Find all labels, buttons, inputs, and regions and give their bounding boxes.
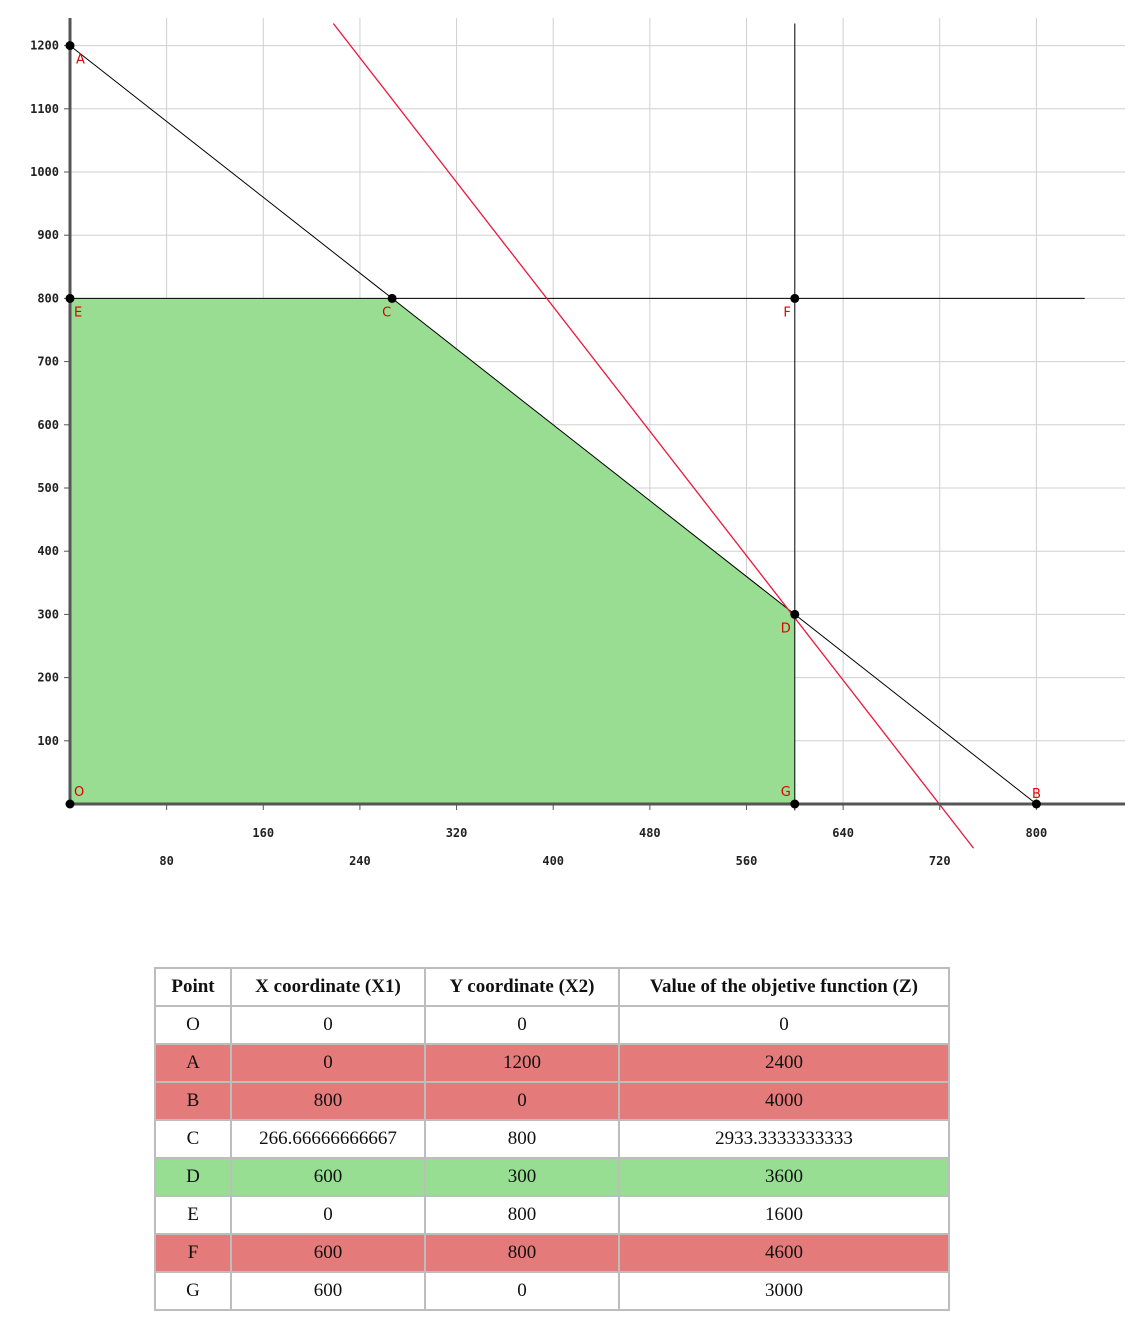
cell-y: 300 (424, 1157, 620, 1197)
cell-z: 0 (618, 1005, 950, 1045)
point-o-marker (65, 799, 75, 809)
point-a-label: A (76, 53, 85, 68)
table-row: B 800 0 4000 (154, 1081, 950, 1121)
x-tick-label: 480 (639, 826, 661, 840)
point-b-label: B (1032, 787, 1041, 802)
y-tick-label: 800 (37, 291, 59, 305)
objective-function-line (332, 23, 975, 849)
x-tick-label: 560 (736, 854, 758, 868)
table-header-row: Point X coordinate (X1) Y coordinate (X2… (154, 967, 950, 1007)
results-table: Point X coordinate (X1) Y coordinate (X2… (154, 967, 950, 1311)
cell-y: 0 (424, 1005, 620, 1045)
x-tick-label: 720 (929, 854, 951, 868)
header-z: Value of the objetive function (Z) (618, 967, 950, 1007)
cell-point: D (154, 1157, 232, 1197)
table-row: G 600 0 3000 (154, 1271, 950, 1311)
x-tick-label: 80 (159, 854, 173, 868)
x-tick-label: 320 (446, 826, 468, 840)
cell-point: C (154, 1119, 232, 1159)
cell-z: 4600 (618, 1233, 950, 1273)
point-e-label: E (74, 305, 82, 320)
cell-point: B (154, 1081, 232, 1121)
cell-x: 600 (230, 1271, 426, 1311)
header-x: X coordinate (X1) (230, 967, 426, 1007)
y-tick-label: 500 (37, 481, 59, 495)
point-d-label: D (781, 621, 791, 636)
cell-x: 0 (230, 1043, 426, 1083)
cell-y: 800 (424, 1195, 620, 1235)
axes (68, 18, 1125, 806)
cell-z: 1600 (618, 1195, 950, 1235)
cell-point: F (154, 1233, 232, 1273)
x-tick-label: 240 (349, 854, 371, 868)
cell-z: 3600 (618, 1157, 950, 1197)
cell-x: 600 (230, 1233, 426, 1273)
y-tick-label: 400 (37, 544, 59, 558)
cell-y: 800 (424, 1233, 620, 1273)
point-c-marker (387, 293, 397, 303)
x-tick-label: 800 (1026, 826, 1048, 840)
constraint-lines (69, 23, 1085, 811)
cell-z: 3000 (618, 1271, 950, 1311)
table-body: O 0 0 0 A 0 1200 2400 B 800 0 4000 C 266.66666666667 8… (154, 1005, 950, 1311)
point-a-marker (65, 41, 75, 51)
table-row: F 600 800 4600 (154, 1233, 950, 1273)
point-c-label: C (382, 305, 391, 320)
table-row: A 0 1200 2400 (154, 1043, 950, 1083)
cell-z: 2933.3333333333 (618, 1119, 950, 1159)
header-y: Y coordinate (X2) (424, 967, 620, 1007)
cell-x: 0 (230, 1005, 426, 1045)
x-tick-label: 640 (832, 826, 854, 840)
y-tick-label: 1100 (30, 102, 59, 116)
point-o-label: O (74, 785, 84, 800)
point-d-marker (790, 609, 800, 619)
point-f-marker (790, 293, 800, 303)
point-g-marker (790, 799, 800, 809)
cell-y: 0 (424, 1081, 620, 1121)
point-f-label: F (783, 305, 790, 320)
cell-z: 2400 (618, 1043, 950, 1083)
y-tick-label: 300 (37, 607, 59, 621)
tick-labels: 160 320 480 640 800 80 240 400 560 720 1200 1100 100… (30, 39, 1047, 868)
cell-x: 600 (230, 1157, 426, 1197)
cell-z: 4000 (618, 1081, 950, 1121)
y-tick-label: 1000 (30, 165, 59, 179)
feasible-region (70, 298, 795, 804)
cell-point: O (154, 1005, 232, 1045)
y-tick-label: 1200 (30, 39, 59, 53)
table-row: E 0 800 1600 (154, 1195, 950, 1235)
point-b-marker (1031, 799, 1041, 809)
cell-x: 800 (230, 1081, 426, 1121)
cell-y: 0 (424, 1271, 620, 1311)
point-e-marker (65, 293, 75, 303)
cell-point: A (154, 1043, 232, 1083)
cell-x: 0 (230, 1195, 426, 1235)
y-tick-label: 600 (37, 418, 59, 432)
table-row: D 600 300 3600 (154, 1157, 950, 1197)
point-g-label: G (781, 785, 791, 800)
y-tick-label: 200 (37, 671, 59, 685)
table-row: C 266.66666666667 800 2933.3333333333 (154, 1119, 950, 1159)
y-tick-label: 700 (37, 355, 59, 369)
constraint-line (69, 45, 1037, 805)
cell-x: 266.66666666667 (230, 1119, 426, 1159)
x-tick-label: 400 (542, 854, 564, 868)
corner-points: A B C D E F G O (65, 41, 1041, 809)
x-tick-label: 160 (252, 826, 274, 840)
cell-y: 800 (424, 1119, 620, 1159)
cell-y: 1200 (424, 1043, 620, 1083)
header-point: Point (154, 967, 232, 1007)
y-tick-label: 900 (37, 228, 59, 242)
lp-graph: 160 320 480 640 800 80 240 400 560 720 1200 1100 100… (30, 18, 1125, 868)
cell-point: E (154, 1195, 232, 1235)
y-tick-label: 100 (37, 734, 59, 748)
cell-point: G (154, 1271, 232, 1311)
